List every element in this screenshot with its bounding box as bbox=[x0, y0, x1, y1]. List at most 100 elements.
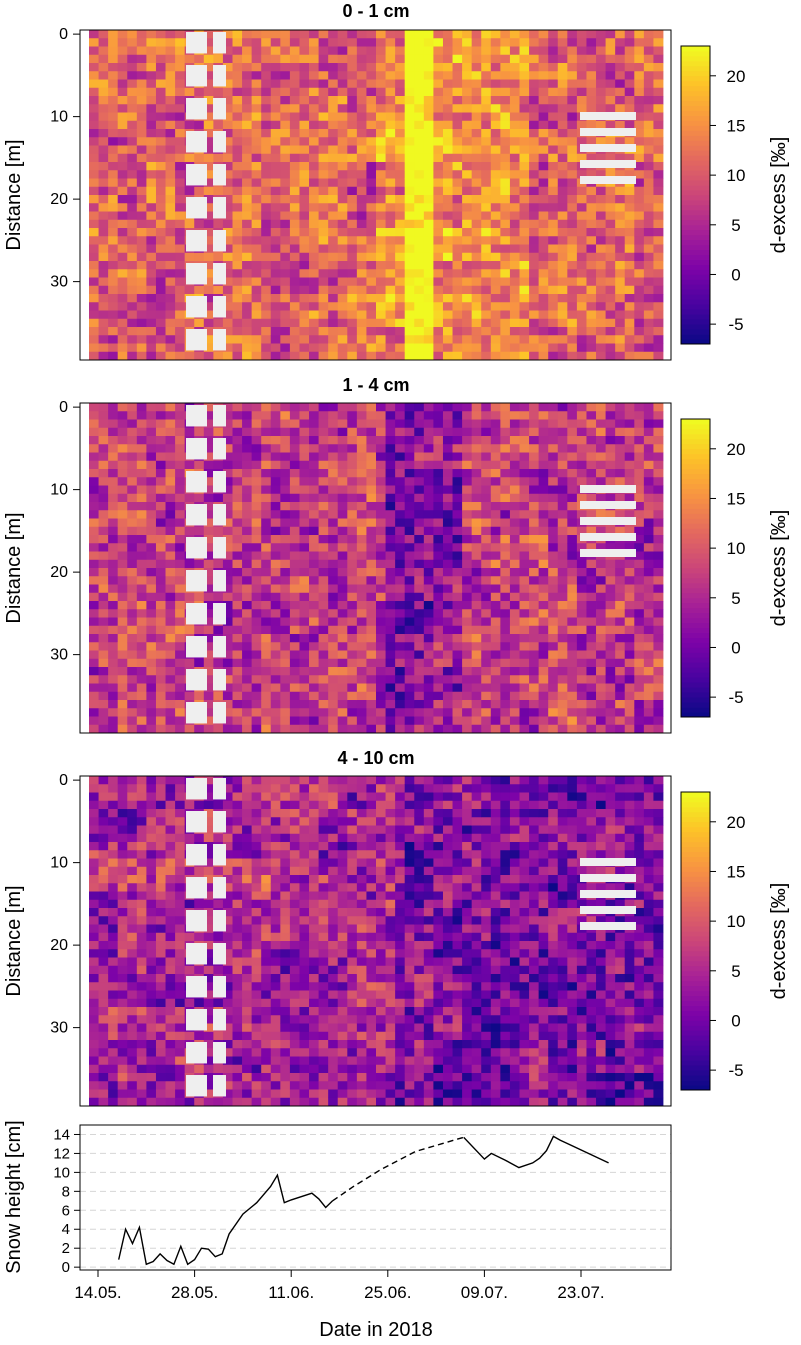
heatmap-cell bbox=[356, 617, 367, 627]
heatmap-cell bbox=[548, 518, 559, 528]
heatmap-cell bbox=[108, 642, 119, 651]
heatmap-cell bbox=[433, 63, 444, 72]
heatmap-cell bbox=[423, 219, 434, 229]
missing-data-block bbox=[213, 296, 226, 318]
heatmap-cell bbox=[175, 195, 186, 204]
heatmap-cell bbox=[605, 444, 616, 453]
heatmap-cell bbox=[251, 335, 262, 344]
heatmap-cell bbox=[194, 592, 205, 602]
heatmap-cell bbox=[490, 700, 501, 709]
heatmap-cell bbox=[280, 551, 291, 561]
heatmap-cell bbox=[452, 518, 463, 528]
heatmap-cell bbox=[289, 310, 300, 320]
heatmap-cell bbox=[242, 675, 253, 684]
heatmap-cell bbox=[490, 419, 501, 429]
heatmap-cell bbox=[548, 427, 559, 437]
heatmap-cell bbox=[98, 617, 109, 627]
heatmap-cell bbox=[356, 120, 367, 130]
y-tick-label: 20 bbox=[50, 564, 68, 581]
heatmap-cell bbox=[203, 518, 214, 528]
heatmap-cell bbox=[653, 129, 664, 138]
heatmap-cell bbox=[605, 87, 616, 97]
heatmap-cell bbox=[127, 477, 138, 486]
heatmap-cell bbox=[385, 285, 396, 295]
heatmap-cell bbox=[347, 54, 358, 64]
heatmap-cell bbox=[481, 211, 492, 221]
heatmap-cell bbox=[500, 162, 511, 171]
heatmap-cell bbox=[376, 277, 386, 287]
heatmap-cell bbox=[328, 236, 339, 245]
heatmap-cell bbox=[615, 427, 626, 437]
heatmap-cell bbox=[643, 318, 654, 328]
missing-data-block bbox=[580, 549, 636, 557]
heatmap-cell bbox=[548, 436, 559, 445]
heatmap-cell bbox=[366, 46, 377, 56]
heatmap-cell bbox=[299, 493, 310, 503]
heatmap-cell bbox=[538, 38, 549, 47]
heatmap-cell bbox=[117, 708, 128, 717]
heatmap-cell bbox=[337, 493, 348, 503]
colorbar-swatch bbox=[681, 602, 710, 609]
heatmap-cell bbox=[175, 601, 186, 610]
colorbar-swatch bbox=[681, 627, 710, 633]
heatmap-cell bbox=[222, 460, 233, 470]
heatmap-cell bbox=[615, 54, 626, 64]
heatmap-cell bbox=[270, 724, 281, 734]
heatmap-cell bbox=[155, 642, 166, 651]
heatmap-cell bbox=[203, 403, 214, 412]
heatmap-cell bbox=[108, 46, 119, 56]
heatmap-cell bbox=[299, 285, 310, 295]
heatmap-cell bbox=[270, 310, 281, 320]
heatmap-cell bbox=[98, 211, 109, 221]
heatmap-cell bbox=[605, 568, 616, 577]
heatmap-cell bbox=[222, 617, 233, 627]
heatmap-cell bbox=[309, 112, 319, 122]
heatmap-cell bbox=[615, 351, 626, 361]
heatmap-cell bbox=[433, 543, 444, 552]
colorbar-swatch bbox=[681, 339, 710, 345]
heatmap-cell bbox=[203, 302, 214, 311]
heatmap-cell bbox=[155, 568, 166, 577]
heatmap-cell bbox=[653, 650, 664, 660]
heatmap-cell bbox=[481, 526, 492, 536]
heatmap-cell bbox=[490, 411, 501, 420]
heatmap-cell bbox=[328, 63, 339, 72]
heatmap-cell bbox=[404, 30, 415, 39]
heatmap-cell bbox=[280, 535, 291, 544]
heatmap-cell bbox=[519, 335, 530, 344]
colorbar-swatch bbox=[681, 264, 710, 270]
heatmap-cell bbox=[318, 30, 329, 39]
heatmap-cell bbox=[634, 178, 645, 188]
panel-title: 1 - 4 cm bbox=[342, 375, 409, 395]
heatmap-cell bbox=[328, 244, 339, 254]
heatmap-cell bbox=[395, 419, 406, 429]
heatmap-cell bbox=[395, 617, 406, 627]
heatmap-cell bbox=[356, 351, 367, 361]
heatmap-cell bbox=[490, 145, 501, 155]
heatmap-cell bbox=[605, 510, 616, 519]
heatmap-cell bbox=[462, 178, 473, 188]
heatmap-cell bbox=[643, 162, 654, 171]
heatmap-cell bbox=[108, 526, 119, 536]
heatmap-cell bbox=[337, 691, 348, 701]
heatmap-cell bbox=[404, 79, 415, 89]
heatmap-cell bbox=[414, 691, 425, 701]
heatmap-cell bbox=[567, 469, 578, 478]
heatmap-cell bbox=[452, 650, 463, 660]
heatmap-cell bbox=[624, 261, 635, 270]
heatmap-cell bbox=[356, 419, 367, 429]
heatmap-cell bbox=[643, 683, 654, 693]
heatmap-cell bbox=[366, 526, 377, 536]
heatmap-cell bbox=[586, 675, 597, 684]
heatmap-cell bbox=[586, 625, 597, 635]
heatmap-cell bbox=[299, 460, 310, 470]
heatmap-cell bbox=[404, 700, 415, 709]
heatmap-cell bbox=[136, 112, 147, 122]
heatmap-cell bbox=[557, 211, 568, 221]
heatmap-cell bbox=[318, 302, 329, 311]
heatmap-cell bbox=[127, 203, 138, 212]
heatmap-cell bbox=[557, 584, 568, 594]
heatmap-cell bbox=[203, 244, 214, 254]
heatmap-cell bbox=[108, 493, 119, 503]
heatmap-cell bbox=[356, 310, 367, 320]
